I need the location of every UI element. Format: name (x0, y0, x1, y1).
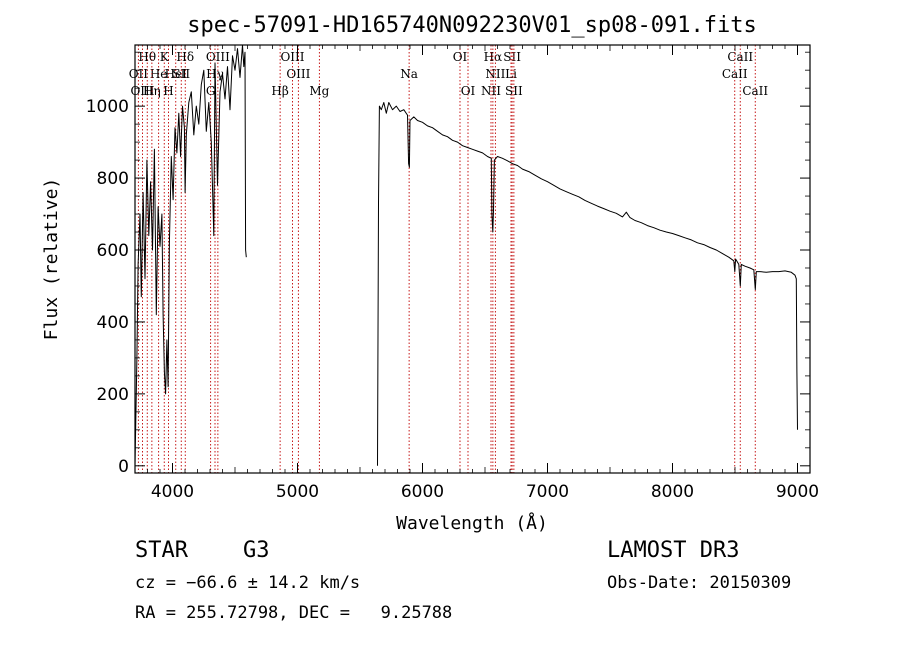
spectrum-line (134, 44, 247, 466)
x-tick-label: 8000 (651, 482, 694, 502)
spectral-line-label: OIII (286, 67, 310, 81)
observation-date: Obs-Date: 20150309 (607, 573, 792, 593)
spectral-line-label: Hβ (271, 84, 288, 98)
spectral-line-label: OI (453, 50, 468, 64)
y-axis-label: Flux (relative) (41, 178, 62, 341)
y-tick-label: 800 (97, 169, 129, 189)
spectral-line-label: SII (172, 67, 190, 81)
spectral-line-label: SII (503, 50, 521, 64)
spectral-line-label: G (206, 84, 216, 98)
spectral-line-label: Hα (484, 50, 503, 64)
spectral-line-label: H (163, 84, 173, 98)
object-subclass: G3 (243, 538, 270, 563)
y-tick-label: 200 (97, 385, 129, 405)
y-tick-label: 400 (97, 313, 129, 333)
y-tick-label: 600 (97, 241, 129, 261)
spectral-line-label: Hθ (138, 50, 156, 64)
chart-title: spec-57091-HD165740N092230V01_sp08-091.f… (187, 13, 757, 38)
spectral-line-label: OIII (280, 50, 304, 64)
spectral-line-label: NII (481, 84, 501, 98)
spectral-line-label: CaII (727, 50, 753, 64)
ra-dec-readout: RA = 255.72798, DEC = 9.25788 (135, 603, 453, 623)
spectral-line-label: CaII (742, 84, 768, 98)
object-class: STAR (135, 538, 188, 563)
series-layer (134, 44, 798, 466)
spectral-line-label: Hδ (176, 50, 194, 64)
spectral-line-label: OI (461, 84, 476, 98)
x-axis-label: Wavelength (Å) (396, 512, 548, 534)
x-tick-label: 5000 (276, 482, 319, 502)
spectrum-line (377, 102, 798, 466)
x-tick-label: 6000 (401, 482, 444, 502)
spectral-line-label: OIII (206, 50, 230, 64)
spectral-line-label: K (160, 50, 170, 64)
axis-ticks: 4000 5000 6000 7000 8000 9000 0 200 400 600 800 100… (86, 45, 819, 502)
spectral-line-label: Mg (309, 84, 329, 98)
spectral-line-label: Li (505, 67, 517, 81)
x-tick-label: 4000 (151, 482, 194, 502)
spectral-line-label: Hη (143, 84, 161, 98)
x-tick-label: 9000 (776, 482, 819, 502)
y-tick-label: 0 (118, 457, 129, 477)
spectral-line-label: CaII (722, 67, 748, 81)
x-tick-label: 7000 (526, 482, 569, 502)
spectral-line-label: OIII (130, 84, 154, 98)
y-tick-label: 1000 (86, 97, 129, 117)
redshift-readout: cz = −66.6 ± 14.2 km/s (135, 573, 361, 593)
plot-frame (134, 44, 811, 474)
spectral-line-label: He (150, 67, 168, 81)
spectral-line-label: SII (505, 84, 523, 98)
survey-name: LAMOST DR3 (607, 538, 740, 563)
spectral-line-label: Na (400, 67, 418, 81)
spectral-line-label: OII (129, 67, 149, 81)
spectral-line-label: NII (485, 67, 505, 81)
